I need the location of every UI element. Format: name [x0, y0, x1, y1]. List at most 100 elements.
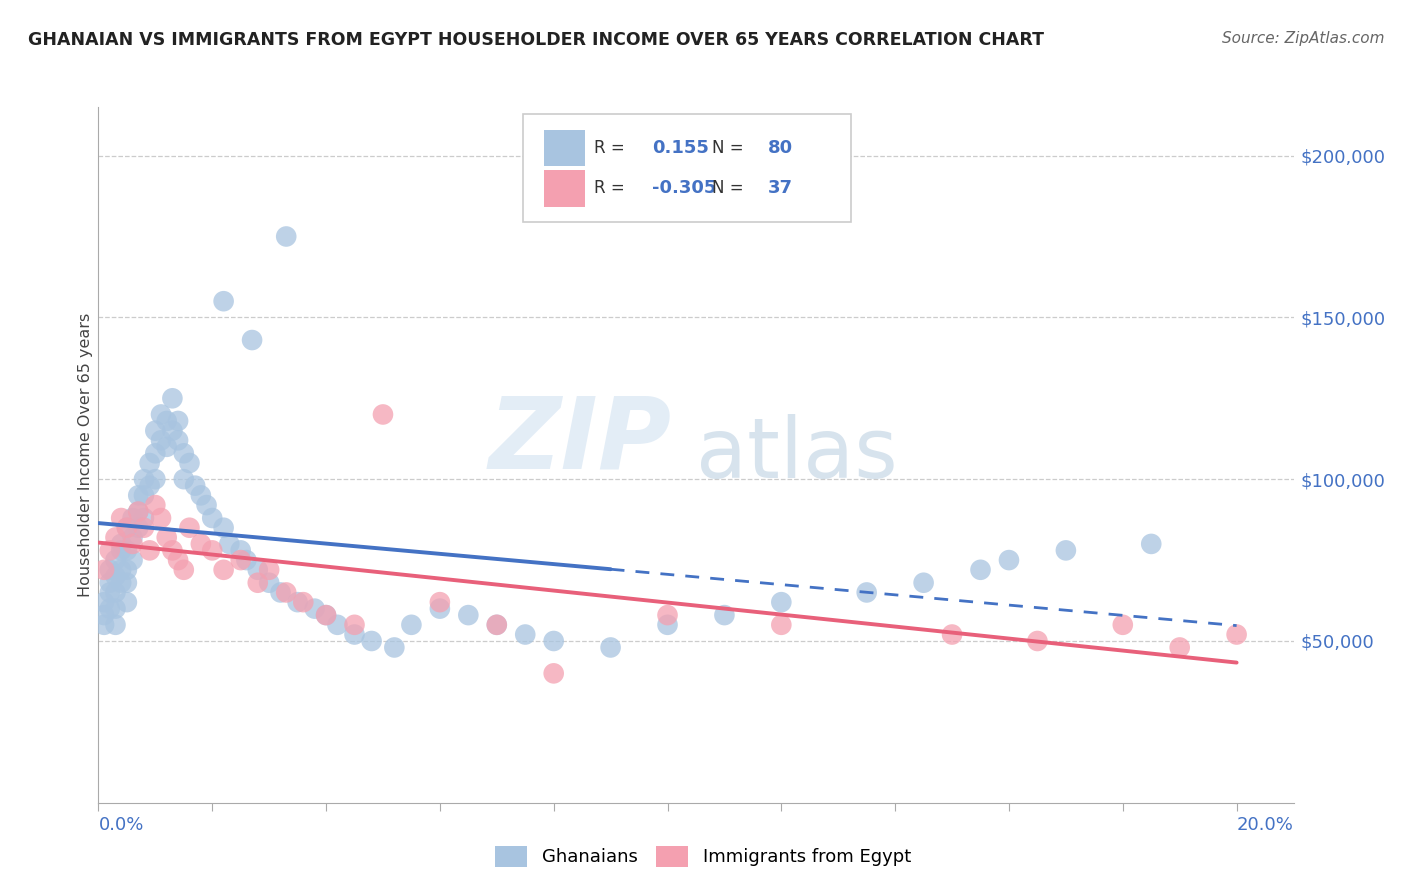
Point: [292, 595, 315, 609]
Point: [104, 531, 127, 545]
Point: [195, 498, 218, 512]
Point: [713, 608, 735, 623]
Point: [173, 563, 195, 577]
Point: [110, 543, 132, 558]
Point: [156, 414, 179, 428]
Point: [173, 446, 195, 460]
Text: GHANAIAN VS IMMIGRANTS FROM EGYPT HOUSEHOLDER INCOME OVER 65 YEARS CORRELATION C: GHANAIAN VS IMMIGRANTS FROM EGYPT HOUSEH…: [28, 31, 1045, 49]
Point: [429, 601, 451, 615]
Point: [104, 617, 127, 632]
FancyBboxPatch shape: [544, 130, 585, 166]
Point: [657, 617, 679, 632]
Point: [98, 585, 121, 599]
Point: [143, 472, 166, 486]
Text: 80: 80: [768, 139, 793, 157]
Point: [132, 472, 155, 486]
Point: [998, 553, 1021, 567]
Text: -0.305: -0.305: [652, 179, 716, 197]
Point: [121, 511, 143, 525]
Point: [235, 553, 257, 567]
Point: [304, 601, 326, 615]
Point: [246, 563, 269, 577]
Point: [156, 440, 179, 454]
Point: [127, 521, 149, 535]
Point: [110, 511, 132, 525]
Point: [115, 521, 138, 535]
Point: [276, 585, 298, 599]
Point: [110, 575, 132, 590]
Point: [93, 617, 115, 632]
Point: [190, 537, 212, 551]
Point: [515, 627, 537, 641]
Point: [104, 553, 127, 567]
Point: [162, 424, 184, 438]
Text: R =: R =: [595, 139, 630, 157]
Point: [315, 608, 337, 623]
Point: [104, 601, 127, 615]
Point: [110, 563, 132, 577]
Text: 0.0%: 0.0%: [98, 816, 143, 834]
Point: [127, 504, 149, 518]
Point: [212, 563, 235, 577]
Text: N =: N =: [711, 139, 748, 157]
Point: [229, 543, 252, 558]
Point: [143, 424, 166, 438]
Point: [212, 294, 235, 309]
Point: [179, 521, 201, 535]
Point: [138, 478, 160, 492]
Text: R =: R =: [595, 179, 630, 197]
FancyBboxPatch shape: [523, 114, 852, 222]
Point: [156, 531, 179, 545]
Point: [382, 640, 405, 655]
Point: [1026, 634, 1049, 648]
Point: [150, 511, 173, 525]
Point: [543, 666, 565, 681]
Point: [360, 634, 382, 648]
Point: [115, 563, 138, 577]
Point: [167, 414, 190, 428]
Text: N =: N =: [711, 179, 748, 197]
Y-axis label: Householder Income Over 65 years: Householder Income Over 65 years: [77, 313, 93, 597]
Point: [543, 634, 565, 648]
Point: [179, 456, 201, 470]
Point: [98, 563, 121, 577]
Point: [98, 601, 121, 615]
Point: [1112, 617, 1135, 632]
Point: [143, 498, 166, 512]
Point: [1226, 627, 1249, 641]
Point: [485, 617, 508, 632]
Point: [315, 608, 337, 623]
Point: [599, 640, 621, 655]
Point: [138, 543, 160, 558]
Point: [941, 627, 963, 641]
Point: [969, 563, 991, 577]
Point: [371, 408, 394, 422]
Point: [257, 563, 280, 577]
Point: [162, 543, 184, 558]
Legend: Ghanaians, Immigrants from Egypt: Ghanaians, Immigrants from Egypt: [488, 838, 918, 874]
Point: [257, 575, 280, 590]
Point: [240, 333, 263, 347]
Point: [276, 229, 298, 244]
Point: [150, 434, 173, 448]
Point: [115, 595, 138, 609]
Point: [98, 543, 121, 558]
Point: [132, 521, 155, 535]
Point: [121, 553, 143, 567]
Point: [115, 575, 138, 590]
Point: [1168, 640, 1191, 655]
Text: ZIP: ZIP: [489, 392, 672, 490]
Point: [657, 608, 679, 623]
Point: [162, 392, 184, 406]
Point: [229, 553, 252, 567]
Point: [912, 575, 935, 590]
Point: [143, 446, 166, 460]
Point: [127, 488, 149, 502]
Point: [167, 434, 190, 448]
Point: [93, 563, 115, 577]
Point: [98, 575, 121, 590]
Point: [150, 408, 173, 422]
Point: [121, 531, 143, 545]
Point: [855, 585, 877, 599]
Point: [190, 488, 212, 502]
